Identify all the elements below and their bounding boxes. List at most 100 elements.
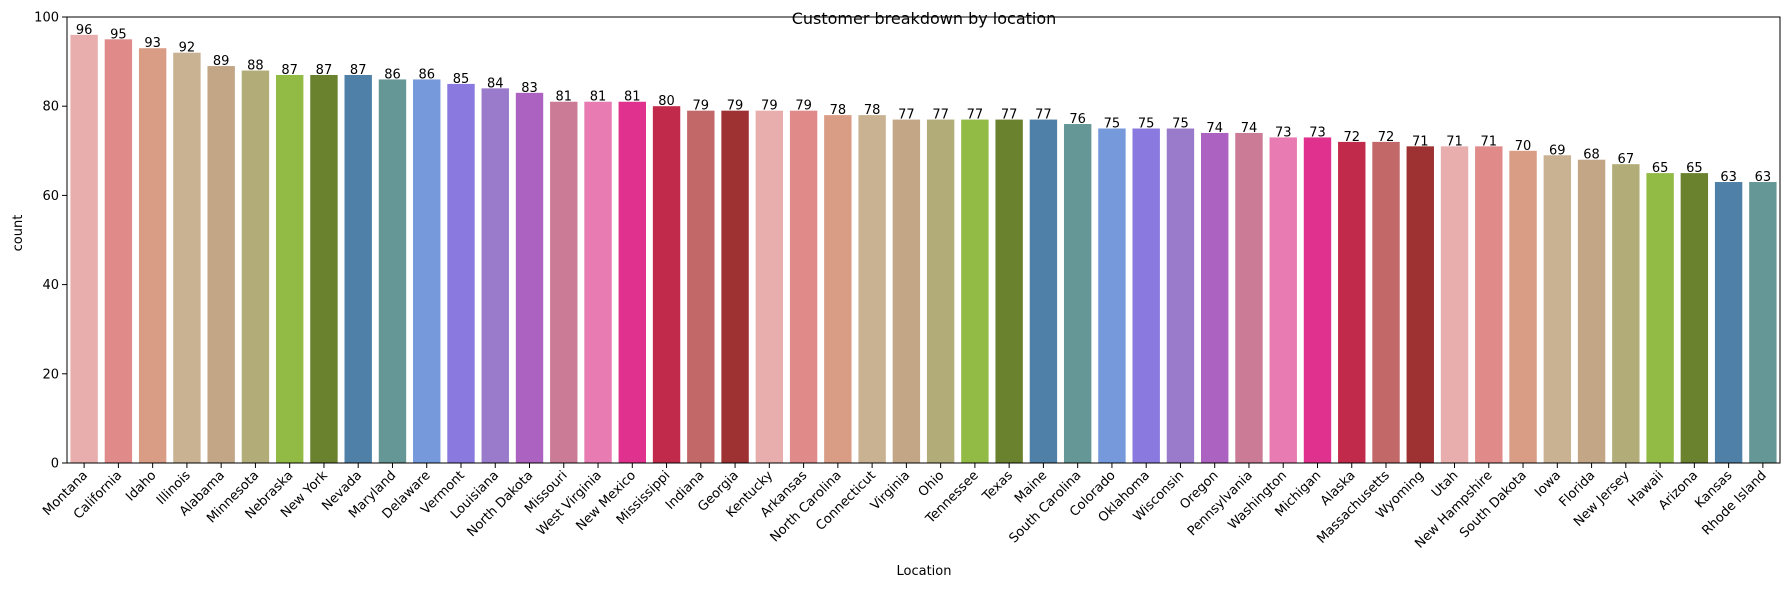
bar <box>824 115 852 464</box>
data-label: 63 <box>1720 170 1737 185</box>
data-label: 75 <box>1138 117 1155 132</box>
data-label: 77 <box>1035 108 1052 123</box>
data-label: 85 <box>453 72 470 87</box>
data-label: 93 <box>144 36 161 51</box>
bar <box>1475 146 1503 463</box>
data-label: 78 <box>830 103 847 118</box>
bar <box>1269 137 1297 464</box>
data-label: 72 <box>1378 130 1395 145</box>
bar <box>275 74 304 463</box>
bar <box>961 119 989 463</box>
bar <box>1577 159 1606 463</box>
data-label: 70 <box>1515 139 1532 154</box>
bar <box>618 101 646 464</box>
bar <box>1098 128 1126 463</box>
bar <box>1372 141 1400 463</box>
y-tick-label: 40 <box>42 278 59 293</box>
data-label: 77 <box>898 108 915 123</box>
data-label: 88 <box>247 59 264 74</box>
data-label: 75 <box>1172 117 1189 132</box>
data-label: 78 <box>864 103 881 118</box>
data-label: 72 <box>1343 130 1360 145</box>
chart-title: Customer breakdown by location <box>792 9 1057 28</box>
data-label: 95 <box>110 27 127 42</box>
bar <box>1612 164 1640 463</box>
data-label: 86 <box>384 67 401 82</box>
data-label: 86 <box>418 67 435 82</box>
data-labels-group: 96 95 93 92 89 88 87 87 87 86 86 85 84 83 81 81 81 80 79 79… <box>76 23 1771 185</box>
data-label: 81 <box>555 90 572 105</box>
y-tick-label: 80 <box>42 100 59 115</box>
data-label: 74 <box>1241 121 1258 136</box>
bar <box>1509 150 1537 464</box>
bar <box>1029 119 1058 463</box>
y-tick-label: 20 <box>42 367 59 382</box>
data-label: 81 <box>624 90 641 105</box>
data-label: 96 <box>76 23 93 38</box>
bar <box>413 79 441 463</box>
bar <box>1646 173 1674 463</box>
y-tick-label: 100 <box>34 11 59 26</box>
data-label: 75 <box>1104 117 1121 132</box>
data-label: 73 <box>1275 125 1292 140</box>
bar <box>173 52 201 464</box>
bar <box>70 34 98 464</box>
bar <box>447 83 475 464</box>
bar <box>1235 132 1263 463</box>
bar <box>687 110 715 463</box>
data-label: 79 <box>761 99 778 114</box>
bar <box>1749 182 1777 463</box>
bar <box>344 74 372 463</box>
bar <box>926 119 955 463</box>
data-label: 71 <box>1446 134 1463 149</box>
data-label: 65 <box>1686 161 1703 176</box>
bar <box>1440 146 1469 463</box>
plot-frame <box>66 16 1781 464</box>
data-label: 87 <box>281 63 298 78</box>
data-label: 77 <box>967 108 984 123</box>
bar <box>515 92 544 463</box>
bar <box>1543 155 1572 463</box>
bar <box>1714 182 1743 463</box>
bar <box>1338 141 1366 463</box>
x-axis: MontanaCaliforniaIdahoIllinoisAlabamaMin… <box>40 463 1770 552</box>
data-label: 65 <box>1652 161 1669 176</box>
data-label: 73 <box>1309 125 1326 140</box>
data-label: 63 <box>1755 170 1772 185</box>
bar <box>241 70 270 464</box>
bar <box>1406 146 1434 463</box>
bar <box>310 74 338 463</box>
data-label: 71 <box>1412 134 1429 149</box>
bar <box>1063 124 1092 463</box>
bar <box>378 79 407 463</box>
x-tick-label: Idaho <box>123 468 159 504</box>
bar <box>104 39 133 464</box>
y-tick-label: 0 <box>51 457 59 472</box>
y-axis-label: count <box>11 215 26 252</box>
data-label: 67 <box>1618 152 1635 167</box>
x-axis-label: Location <box>897 564 952 579</box>
data-label: 71 <box>1481 134 1498 149</box>
bar <box>550 101 578 464</box>
bar <box>1201 132 1229 463</box>
bars-group <box>70 34 1777 464</box>
bar <box>1132 128 1160 463</box>
data-label: 92 <box>179 41 196 56</box>
data-label: 74 <box>1206 121 1223 136</box>
data-label: 81 <box>590 90 607 105</box>
bar <box>207 66 235 463</box>
bar <box>1166 128 1195 463</box>
y-axis: 0 20 40 60 80 100 <box>34 11 67 472</box>
data-label: 80 <box>658 94 675 109</box>
data-label: 87 <box>350 63 367 78</box>
data-label: 79 <box>727 99 744 114</box>
data-label: 79 <box>795 99 812 114</box>
data-label: 77 <box>932 108 949 123</box>
data-label: 76 <box>1069 112 1086 127</box>
bar <box>995 119 1023 463</box>
bar <box>652 106 681 463</box>
data-label: 69 <box>1549 143 1566 158</box>
bar <box>858 115 886 464</box>
data-label: 87 <box>316 63 333 78</box>
bar <box>755 110 784 463</box>
